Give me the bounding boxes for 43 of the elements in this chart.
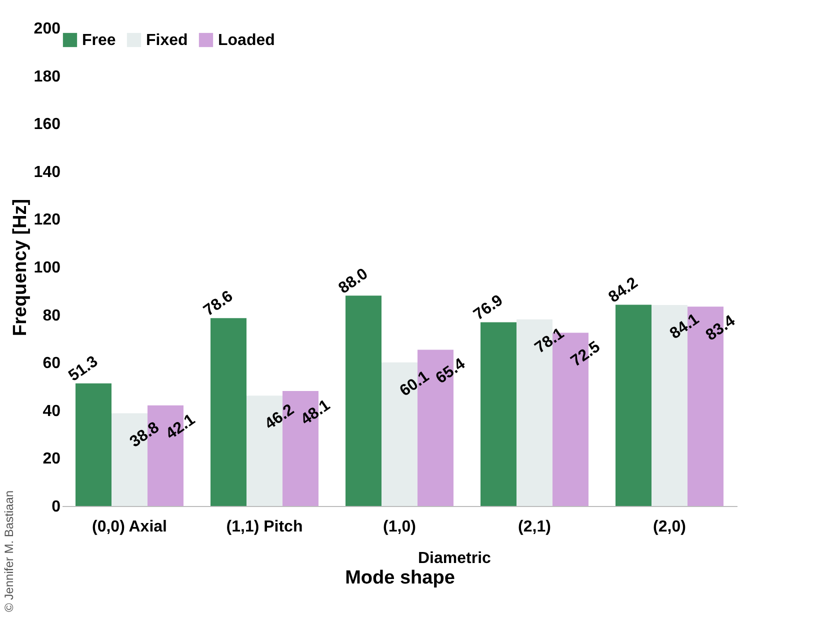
text: Diametric (418, 550, 491, 568)
bar (210, 318, 246, 506)
y-tick-label: 160 (34, 116, 61, 134)
legend-label: Free (82, 32, 116, 49)
x-tick-label: (2,1) (518, 518, 551, 536)
y-tick-label: 140 (34, 164, 61, 181)
text: 48.1 (298, 396, 334, 429)
y-tick-label: 180 (34, 68, 61, 86)
y-tick-label: 20 (42, 450, 61, 468)
text: 88.0 (336, 265, 372, 298)
text: 78.6 (200, 288, 236, 320)
text: 46.2 (262, 401, 298, 434)
text: 60.1 (397, 368, 432, 400)
bar (346, 296, 382, 506)
x-axis-title: Mode shape (345, 568, 455, 588)
bar (76, 383, 112, 506)
text: 65.4 (433, 356, 468, 388)
text: 42.1 (163, 411, 198, 443)
y-tick-label: 100 (34, 260, 61, 276)
x-tick-label: (1,1) Pitch (226, 518, 303, 536)
text: 72.5 (568, 338, 604, 370)
x-tick-label: (1,0) (383, 518, 416, 536)
bar (480, 322, 516, 506)
text: 38.8 (127, 419, 162, 451)
y-tick-label: 120 (34, 212, 61, 229)
text: 76.9 (470, 292, 506, 324)
text: 84.2 (606, 274, 642, 306)
y-axis-title: Frequency [Hz] (10, 198, 31, 336)
y-tick-label: 40 (42, 402, 61, 420)
text: 83.4 (703, 312, 738, 344)
bar (616, 304, 652, 506)
y-tick-label: 0 (52, 498, 61, 516)
legend-label: Loaded (218, 32, 275, 49)
x-tick-label: (2,0) (653, 518, 686, 536)
text: 51.3 (66, 353, 102, 385)
y-tick-label: 200 (34, 20, 61, 38)
text: 84.1 (667, 310, 702, 343)
text: © Jennifer M. Bastiaan (2, 490, 16, 612)
x-tick-label: (0,0) Axial (92, 518, 167, 536)
y-tick-label: 80 (42, 307, 61, 324)
text: 78.1 (532, 325, 568, 357)
legend-label: Fixed (146, 32, 188, 49)
y-tick-label: 60 (42, 355, 61, 372)
